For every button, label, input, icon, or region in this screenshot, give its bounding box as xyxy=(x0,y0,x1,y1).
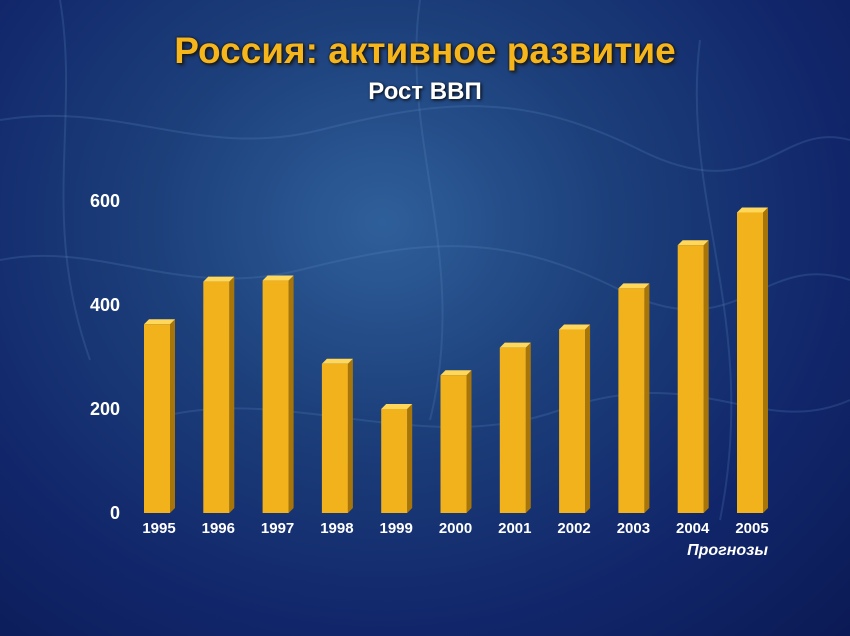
bar-2001 xyxy=(499,342,531,513)
bar-front xyxy=(499,347,526,513)
y-tick-label: 400 xyxy=(90,295,120,315)
bar-top xyxy=(737,207,768,213)
bar-side xyxy=(703,240,709,513)
bar-front xyxy=(559,329,586,513)
bar-2005 xyxy=(737,207,768,513)
bar-front xyxy=(321,363,348,513)
bar-1996 xyxy=(203,276,235,513)
chart-subtitle: Рост ВВП xyxy=(368,78,482,105)
x-tick-label: 1998 xyxy=(320,520,353,537)
bar-side xyxy=(229,276,235,513)
bar-front xyxy=(262,280,289,513)
bars xyxy=(144,207,768,513)
bar-side xyxy=(763,207,768,513)
bar-side xyxy=(170,319,175,513)
bar-1997 xyxy=(262,275,294,513)
x-tick-label: 1999 xyxy=(380,520,413,537)
x-tick-label: 2000 xyxy=(439,520,472,537)
bar-1999 xyxy=(381,404,413,513)
bar-side xyxy=(466,370,472,513)
y-tick-label: 600 xyxy=(90,191,120,211)
bar-top xyxy=(321,358,353,364)
bar-front xyxy=(440,375,467,513)
y-tick-label: 200 xyxy=(90,399,120,419)
y-axis-ticks: 0 200 400 600 xyxy=(90,191,120,523)
bar-top xyxy=(262,275,294,281)
bar-side xyxy=(407,404,413,513)
x-tick-label: 2003 xyxy=(617,520,650,537)
x-axis-ticks: 1995 1996 1997 1998 1999 2000 2001 2002 2003 2004… xyxy=(142,520,768,537)
bar-side xyxy=(644,283,650,513)
bar-front xyxy=(618,288,645,513)
x-tick-label: 1997 xyxy=(261,520,294,537)
bar-front xyxy=(203,281,230,513)
bar-side xyxy=(525,342,531,513)
x-tick-label: 2005 xyxy=(735,520,768,537)
bar-2003 xyxy=(618,283,650,513)
bar-top xyxy=(677,240,709,246)
slide-title: Россия: активное развитие xyxy=(174,30,676,71)
bar-1995 xyxy=(144,319,175,513)
bar-top xyxy=(144,319,175,325)
x-tick-label: 2002 xyxy=(557,520,590,537)
bar-side xyxy=(347,358,353,513)
forecast-annotation: Прогнозы xyxy=(687,542,768,559)
bar-front xyxy=(737,212,763,513)
bar-2002 xyxy=(559,324,591,513)
bar-top xyxy=(381,404,413,409)
x-tick-label: 1996 xyxy=(202,520,235,537)
y-tick-label: 0 xyxy=(110,503,120,523)
bar-2004 xyxy=(677,240,709,513)
bar-top xyxy=(499,342,531,348)
x-tick-label: 2001 xyxy=(498,520,531,537)
bar-side xyxy=(288,275,294,513)
bar-front xyxy=(677,245,704,513)
x-tick-label: 2004 xyxy=(676,520,710,537)
bar-side xyxy=(585,324,591,513)
bar-front xyxy=(144,324,170,513)
bar-1998 xyxy=(321,358,353,513)
bar-front xyxy=(381,409,408,513)
bar-top xyxy=(440,370,472,376)
bar-top xyxy=(618,283,650,289)
bar-2000 xyxy=(440,370,472,513)
x-tick-label: 1995 xyxy=(142,520,175,537)
bar-top xyxy=(203,276,235,282)
bar-top xyxy=(559,324,591,330)
